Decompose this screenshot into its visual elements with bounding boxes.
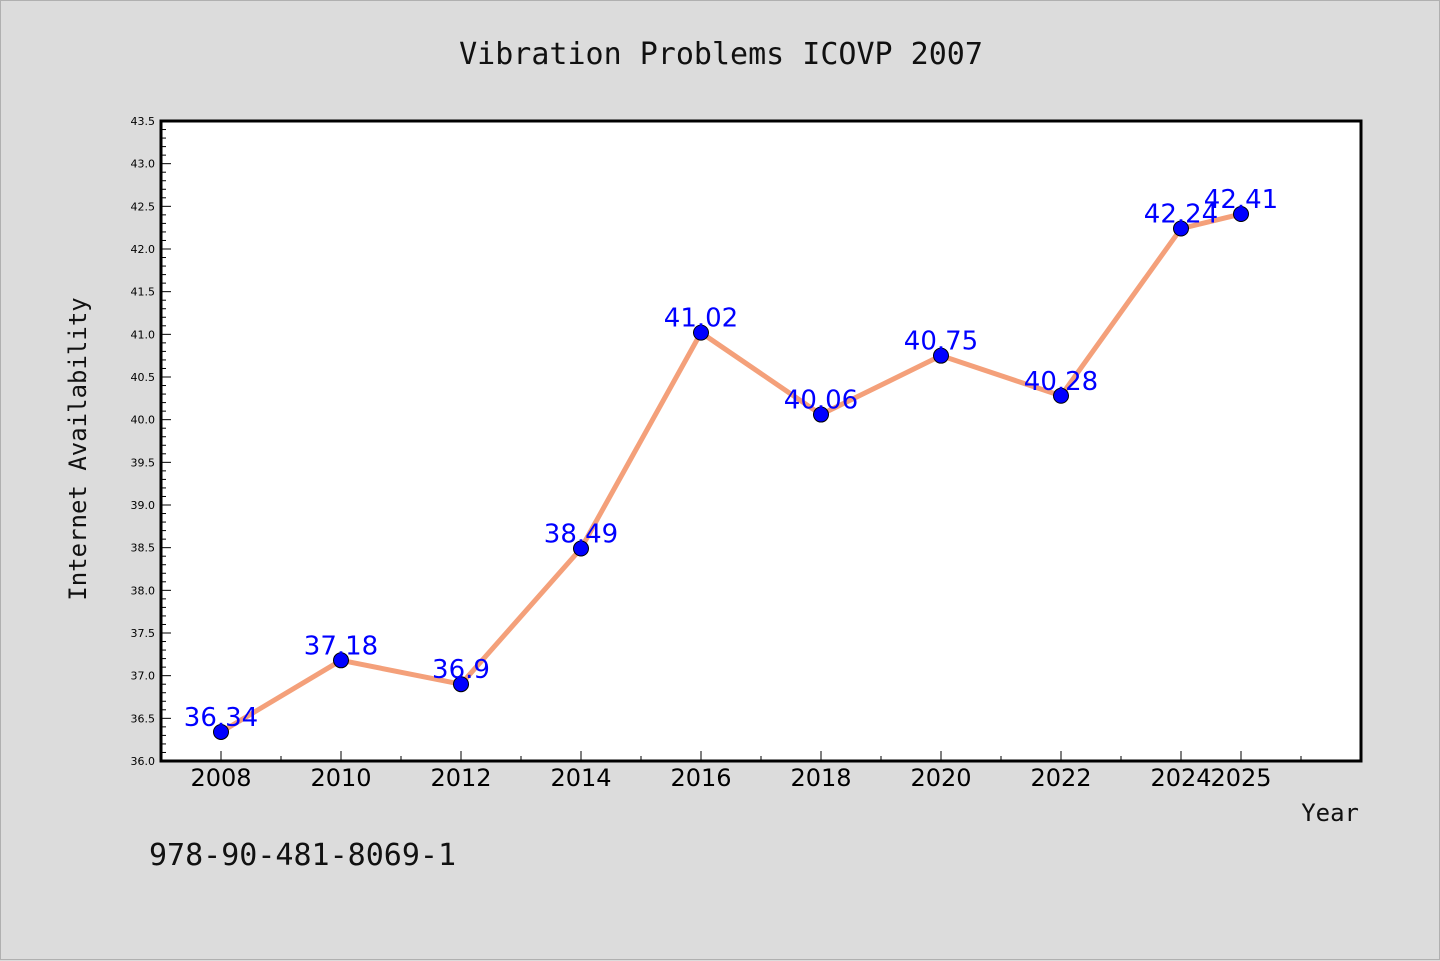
x-tick-label: 2024 [1150, 764, 1211, 792]
data-point-marker [1053, 387, 1069, 404]
series-line [219, 211, 1242, 735]
data-label-group: 36.34 37.18 36.9 38.49 41.02 40.06 40.75 40.28 4… [184, 185, 1278, 733]
data-point-marker [1173, 220, 1189, 237]
y-tick-label: 40.0 [131, 414, 156, 427]
x-tick-label: 2020 [910, 764, 971, 792]
data-point-marker [813, 406, 829, 423]
x-tick-label: 2025 [1210, 764, 1271, 792]
data-point-marker [453, 676, 469, 693]
data-label: 42.24 [1144, 200, 1218, 230]
x-tick-label: 2016 [670, 764, 731, 792]
data-label: 40.06 [784, 386, 858, 416]
y-tick-label: 37.5 [131, 627, 156, 640]
data-label: 36.9 [432, 655, 490, 685]
y-tick-label: 36.0 [131, 755, 156, 768]
x-tick-label: 2014 [550, 764, 611, 792]
marker-group [213, 206, 1249, 740]
data-point-marker [1233, 206, 1249, 223]
series-line-group [219, 211, 1242, 735]
y-tick-label: 38.0 [131, 584, 156, 597]
data-label: 36.34 [184, 703, 258, 733]
data-label: 40.28 [1024, 367, 1098, 397]
plot-area [161, 121, 1361, 761]
y-tick-label: 37.0 [131, 670, 156, 683]
y-axis-title: Internet Availability [64, 297, 92, 600]
data-label: 41.02 [664, 304, 738, 334]
data-point-marker [213, 723, 229, 740]
y-tick-label: 36.5 [131, 712, 156, 725]
y-tick-label: 42.5 [131, 200, 156, 213]
y-tick-label: 41.5 [131, 286, 156, 299]
x-axis-title: Year [1301, 799, 1359, 827]
data-label: 40.75 [904, 327, 978, 357]
y-tick-label: 41.0 [131, 328, 156, 341]
chart-title: Vibration Problems ICOVP 2007 [459, 37, 983, 72]
y-tick-label: 39.0 [131, 499, 156, 512]
x-tick-label: 2008 [190, 764, 251, 792]
data-point-marker [693, 324, 709, 341]
data-label: 42.41 [1204, 185, 1278, 215]
isbn-text: 978-90-481-8069-1 [149, 838, 456, 873]
y-tick-label: 39.5 [131, 456, 156, 469]
y-tick-label: 40.5 [131, 371, 156, 384]
x-tick-label: 2012 [430, 764, 491, 792]
data-point-marker [933, 347, 949, 364]
x-tick-label: 2022 [1030, 764, 1091, 792]
x-tick-label: 2010 [310, 764, 371, 792]
data-point-marker [333, 652, 349, 669]
y-tick-label: 43.5 [131, 115, 156, 128]
y-tick-label: 38.5 [131, 542, 156, 555]
data-label: 38.49 [544, 520, 618, 550]
data-point-marker [573, 540, 589, 557]
y-tick-label: 43.0 [131, 158, 156, 171]
data-label: 37.18 [304, 631, 378, 661]
y-axis: 36.0 36.5 37.0 37.5 38.0 38.5 39.0 39.5 40.0 40.5… [131, 115, 171, 768]
plot-border [159, 119, 1363, 763]
x-tick-label: 2018 [790, 764, 851, 792]
y-tick-label: 42.0 [131, 243, 156, 256]
